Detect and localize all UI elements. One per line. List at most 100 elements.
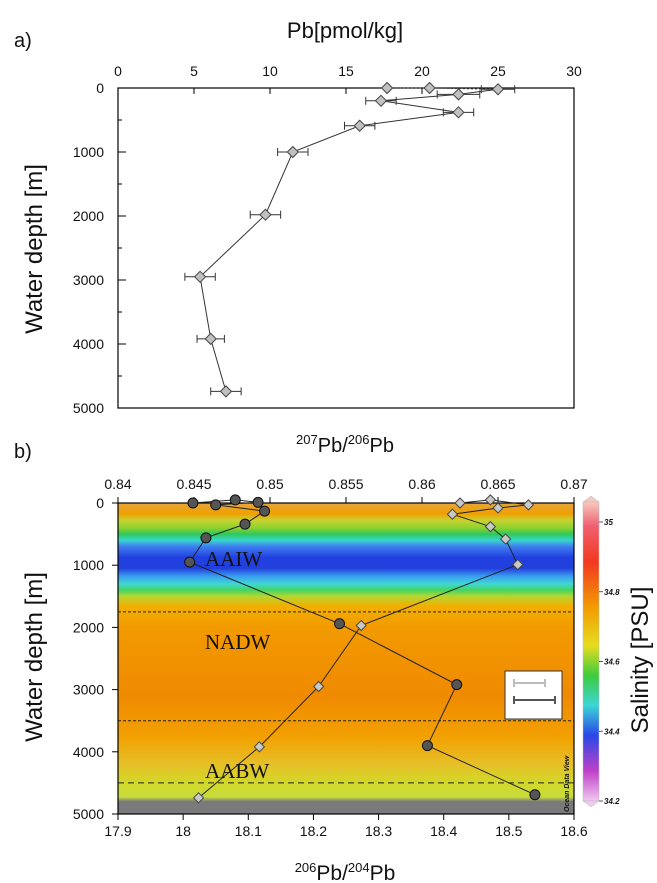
x-bottom-tick-label: 18.3 — [365, 823, 392, 839]
y-tick-label: 3000 — [73, 682, 104, 698]
colorbar-tick-label: 34.8 — [604, 588, 620, 597]
panel-b-ylabel: Water depth [m] — [21, 572, 48, 742]
x-top-tick-label: 0.855 — [328, 476, 363, 492]
x-bottom-tick-label: 17.9 — [104, 823, 131, 839]
ratio-206-204-point — [239, 518, 251, 530]
ratio-206-204-point — [184, 556, 196, 568]
legend-box — [504, 670, 563, 720]
x-tick-label: 25 — [490, 63, 506, 79]
ratio-206-204-point — [210, 499, 222, 511]
x-top-tick-label: 0.845 — [176, 476, 211, 492]
x-top-tick-label: 0.85 — [256, 476, 283, 492]
pb-profile-line — [199, 88, 499, 392]
ratio-207-206-point — [454, 497, 466, 509]
pb-data-point — [452, 106, 465, 119]
ratio-207-206-point — [312, 680, 325, 693]
panel-a-x-ticks: 0 5 10 15 20 25 30 — [114, 63, 582, 94]
panel-b-x-ticks-top: 0.84 0.845 0.85 0.855 0.86 0.865 0.87 — [104, 476, 588, 503]
ratio-206-204-point — [421, 740, 433, 752]
ratio-206-204-point — [229, 494, 241, 506]
panel-b-series — [184, 494, 541, 804]
x-top-tick-label: 0.86 — [408, 476, 435, 492]
panel-b: b) 207Pb/206Pb Water depth [m] AAIW NADW… — [14, 432, 654, 883]
y-tick-label: 5000 — [73, 400, 104, 416]
panel-b-xlabel-bottom: 206Pb/204Pb — [295, 860, 396, 883]
panel-b-xlabel-top: 207Pb/206Pb — [296, 432, 394, 457]
panel-b-label: b) — [14, 441, 32, 463]
ratio-206-204-point — [200, 532, 212, 544]
pb-data-point — [452, 88, 465, 101]
panel-a-ylabel: Water depth [m] — [21, 164, 48, 334]
ratio-207-206-point — [499, 533, 512, 545]
panel-a-series — [184, 81, 516, 398]
panel-a: a) Pb[pmol/kg] Water depth [m] 0 5 10 15 20 2… — [14, 18, 582, 416]
y-tick-label: 1000 — [73, 144, 104, 160]
y-tick-label: 0 — [96, 80, 104, 96]
pb-data-point — [259, 208, 272, 221]
panel-b-y-ticks: 0 1000 2000 3000 4000 5000 — [73, 495, 118, 822]
y-tick-label: 5000 — [73, 806, 104, 822]
ratio-207-206-point — [355, 619, 367, 632]
x-tick-label: 5 — [190, 63, 198, 79]
x-tick-label: 20 — [414, 63, 430, 79]
panel-a-plot-area — [117, 87, 575, 409]
colorbar-gradient — [582, 501, 600, 802]
x-bottom-tick-label: 18 — [175, 823, 191, 839]
ratio-207-206-point — [484, 520, 497, 533]
ratio-207-206-point — [522, 499, 535, 511]
colorbar-tick-label: 34.2 — [604, 797, 620, 806]
colorbar-tick-label: 34.6 — [604, 658, 620, 667]
ratio-206-204-point — [333, 618, 345, 630]
y-tick-label: 0 — [96, 495, 104, 511]
pb-data-point — [193, 270, 207, 284]
x-bottom-tick-label: 18.4 — [430, 823, 457, 839]
ratio-206-204-point — [529, 789, 541, 801]
panel-a-y-ticks: 0 1000 2000 3000 4000 5000 — [73, 80, 126, 416]
ratio-207-206-point — [253, 741, 266, 753]
ratio-206-204-point — [259, 505, 271, 517]
x-bottom-tick-label: 18.2 — [300, 823, 327, 839]
x-bottom-tick-label: 18.1 — [235, 823, 262, 839]
pb-data-point — [491, 83, 505, 96]
colorbar-tick-label: 34.4 — [604, 727, 620, 736]
pb-data-point — [219, 385, 233, 398]
ratio-207-206-point — [512, 558, 524, 571]
x-tick-label: 15 — [338, 63, 354, 79]
water-mass-boundaries — [118, 611, 574, 784]
ratio-206-204-point — [451, 679, 463, 691]
x-tick-label: 0 — [114, 63, 122, 79]
ratio-207-206-line — [198, 499, 529, 799]
colorbar-bottom-cap — [582, 800, 600, 808]
colorbar-label: Salinity [PSU] — [627, 587, 654, 734]
ratio-207-206-point — [484, 494, 497, 506]
water-mass-label-aaiw: AAIW — [205, 547, 262, 571]
ocean-data-view-watermark: Ocean Data View — [564, 755, 571, 812]
x-tick-label: 10 — [262, 63, 278, 79]
panel-b-x-ticks-bottom: 17.9 18 18.1 18.2 18.3 18.4 18.5 18.6 — [104, 814, 588, 839]
colorbar-top-cap — [582, 495, 600, 503]
pb-data-point — [423, 81, 436, 95]
water-mass-label-aabw: AABW — [205, 759, 269, 783]
y-tick-label: 1000 — [73, 557, 104, 573]
legend-dark-error-bar — [513, 696, 556, 704]
pb-data-point — [204, 332, 217, 346]
legend-light-error-bar — [513, 679, 546, 687]
y-tick-label: 2000 — [73, 619, 104, 635]
panel-a-label: a) — [14, 30, 32, 52]
salinity-colorbar: 35 34.8 34.6 34.4 34.2 Salinity [PSU] — [582, 495, 654, 808]
ratio-207-206-point — [446, 508, 459, 520]
x-top-tick-label: 0.84 — [104, 476, 131, 492]
y-tick-label: 4000 — [73, 336, 104, 352]
pb-data-point — [353, 119, 366, 132]
pb-data-point — [374, 94, 388, 108]
error-bar-legend — [504, 670, 563, 720]
x-top-tick-label: 0.865 — [480, 476, 515, 492]
y-tick-label: 2000 — [73, 208, 104, 224]
pb-data-point — [286, 145, 300, 159]
y-tick-label: 4000 — [73, 744, 104, 760]
x-bottom-tick-label: 18.5 — [495, 823, 522, 839]
pb-surface-line — [387, 87, 499, 90]
colorbar-tick-label: 35 — [604, 518, 613, 527]
ratio-207-206-point — [492, 502, 504, 514]
